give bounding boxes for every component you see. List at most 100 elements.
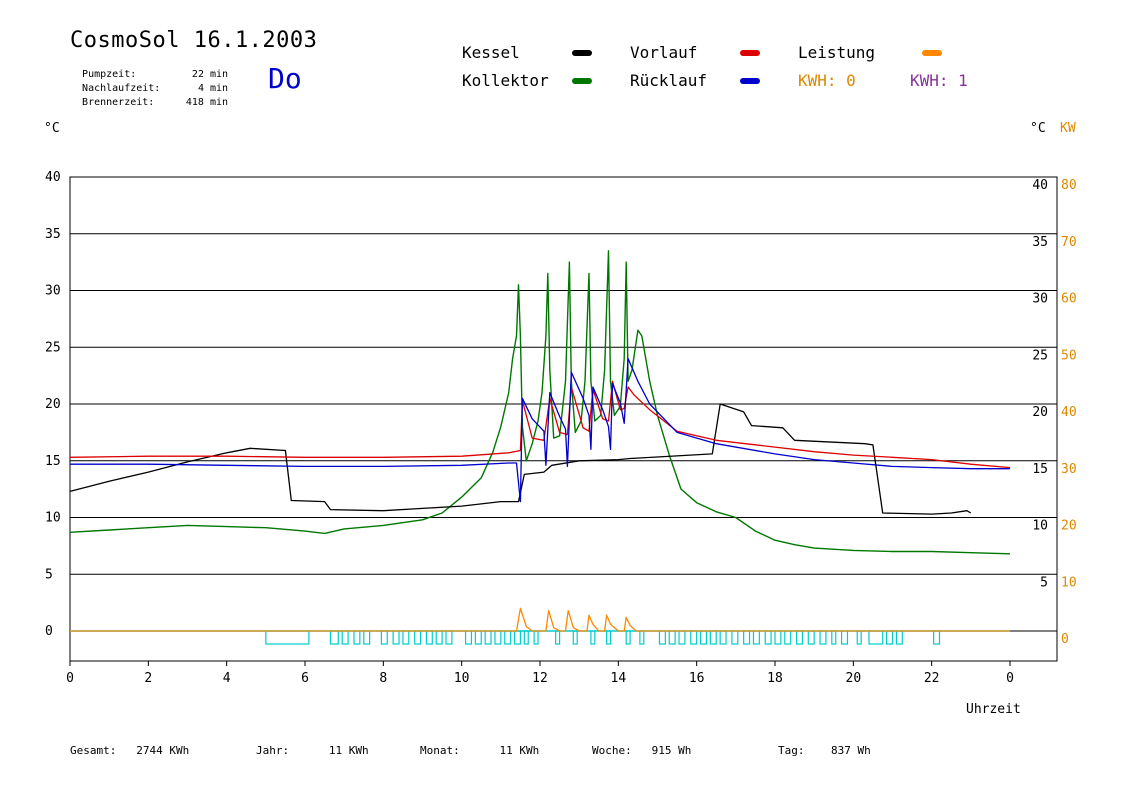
stat-brennerzeit: Brennerzeit: 418 min [70,86,228,108]
y-kw-tick-label: 0 [1061,632,1069,647]
series-ruecklauf-line [70,357,1010,503]
x-tick-label: 6 [301,671,309,686]
y-left-tick-label: 25 [45,340,61,355]
pump-interval [555,630,561,645]
y-kw-tick-label: 10 [1061,575,1077,590]
y-left-tick-label: 40 [45,170,61,185]
pump-interval [868,630,884,645]
x-tick-label: 10 [454,671,470,686]
footer-label: Monat: [420,744,460,757]
y-kw-tick-label: 20 [1061,519,1077,534]
footer-woche: Woche: 915 Wh [592,744,691,757]
x-tick-label: 8 [379,671,387,686]
legend-kollektor-label: Kollektor [462,71,549,90]
y-right-tick-label: 40 [1032,178,1048,193]
y-left-tick-label: 35 [45,227,61,242]
y-right-tick-label: 20 [1032,405,1048,420]
footer-label: Jahr: [256,744,290,757]
pump-interval [831,630,837,645]
stat-label: Pumpzeit: [82,69,137,80]
pump-interval [329,630,339,645]
y-kw-tick-label: 50 [1061,348,1077,363]
pump-interval [743,630,751,645]
y-right-tick-label: 15 [1032,462,1048,477]
pump-interval [445,630,453,645]
pump-interval [639,630,645,645]
pump-interval [774,630,782,645]
y-left-tick-label: 0 [45,624,53,639]
pump-interval [605,630,612,645]
x-tick-label: 22 [924,671,940,686]
series-kessel-line [69,403,972,515]
legend-vorlauf-swatch [740,50,760,56]
chart-title: CosmoSol 16.1.2003 [70,28,318,53]
pump-interval [719,630,727,645]
pump-interval [523,630,529,645]
pump-interval [895,630,903,645]
y-right-tick-label: 5 [1040,575,1048,590]
y-right-tick-label: 25 [1032,348,1048,363]
legend-kessel-swatch [572,50,592,56]
pump-interval [699,630,708,645]
pump-interval [752,630,760,645]
pump-interval [668,630,676,645]
pump-interval [392,630,400,645]
pump-interval [807,630,815,645]
pump-interval [363,630,371,645]
x-tick-label: 2 [144,671,152,686]
plot-frame [69,176,1058,662]
y-kw-tick-label: 60 [1061,292,1077,307]
x-tick-label: 16 [689,671,705,686]
pump-interval [494,630,502,645]
pump-interval [380,630,388,645]
x-tick-label: 20 [846,671,862,686]
footer-gesamt: Gesamt: 2744 KWh [70,744,189,757]
legend-kwh1-label: KWH: 1 [910,71,968,90]
footer-label: Woche: [592,744,632,757]
footer-monat: Monat: 11 KWh [420,744,539,757]
y-right-tick-label: 30 [1032,292,1048,307]
pump-interval [533,630,539,645]
x-tick-label: 14 [611,671,627,686]
pump-interval [341,630,349,645]
x-axis-label: Uhrzeit [966,702,1021,717]
series-leistung-line [70,607,1010,632]
legend-kollektor-swatch [572,78,592,84]
legend-ruecklauf-swatch [740,78,760,84]
pump-interval [513,630,522,645]
y-left-tick-label: 20 [45,397,61,412]
legend-vorlauf-label: Vorlauf [630,43,698,62]
pump-interval [435,630,443,645]
x-tick-label: 0 [66,671,74,686]
pump-interval [504,630,512,645]
pump-interval [625,630,631,645]
pump-interval [572,630,578,645]
footer-label: Gesamt: [70,744,117,757]
pump-interval [709,630,717,645]
y-left-tick-label: 10 [45,511,61,526]
y-kw-tick-label: 40 [1061,405,1077,420]
series-vorlauf-line [69,380,1011,469]
pump-interval [414,630,422,645]
y-left-tick-label: 5 [45,567,53,582]
y-kw-tick-label: 30 [1061,462,1077,477]
footer-label: Tag: [778,744,805,757]
pump-interval [464,630,473,645]
legend-leistung-swatch [922,50,942,56]
stat-label: Brennerzeit: [82,97,155,108]
pump-interval [795,630,804,645]
pump-interval [590,630,596,645]
y-right-tick-label: 35 [1032,235,1048,250]
pump-interval [658,630,666,645]
stat-value: 22 min [191,69,229,80]
y-left-tick-label: 30 [45,284,61,299]
footer-tag: Tag: 837 Wh [778,744,871,757]
pump-interval [731,630,739,645]
pump-interval [690,630,698,645]
stat-pumpzeit: Pumpzeit: 22 min [70,58,228,80]
legend-kwh0-label: KWH: 0 [798,71,856,90]
legend-ruecklauf-label: Rücklauf [630,71,708,90]
weekday-label: Do [268,62,302,95]
footer-value: 837 Wh [831,744,871,757]
footer-value: 2744 KWh [136,744,190,757]
